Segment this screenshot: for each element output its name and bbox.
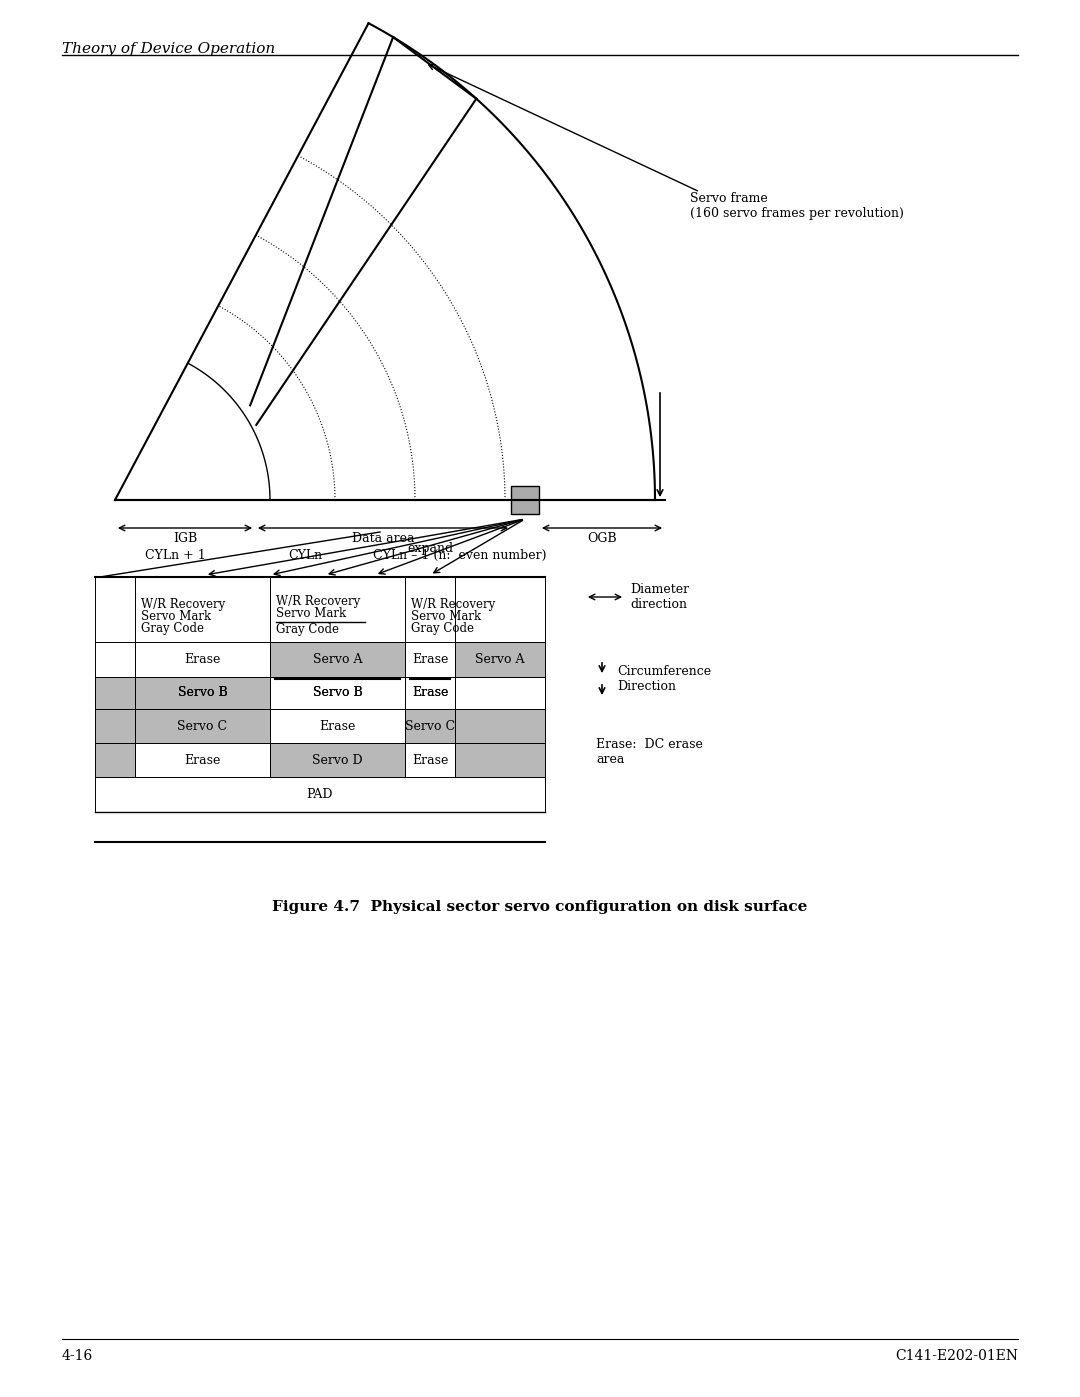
Bar [270,678,405,710]
Text: Servo C: Servo C [177,719,228,732]
Text: Servo B: Servo B [312,686,363,700]
Text: expand: expand [407,542,454,555]
Bar [270,577,405,643]
Text: Figure 4.7  Physical sector servo configuration on disk surface: Figure 4.7 Physical sector servo configu… [272,900,808,914]
Text: CYLn + 1: CYLn + 1 [145,549,205,562]
Text: Servo A: Servo A [475,652,525,666]
Text: PAD: PAD [307,788,334,800]
Bar [135,577,270,643]
Bar [455,678,545,710]
Bar [135,710,270,743]
Text: Servo Mark: Servo Mark [411,610,481,623]
Text: Erase: Erase [185,753,220,767]
Text: Gray Code: Gray Code [141,622,204,636]
Text: Servo B: Servo B [177,686,228,700]
Text: Gray Code: Gray Code [411,622,474,636]
Bar [455,643,545,678]
Text: C141-E202-01EN: C141-E202-01EN [895,1350,1018,1363]
Text: Data area: Data area [352,532,415,545]
Bar [405,743,455,777]
Text: Servo B: Servo B [177,686,228,700]
Bar [95,777,545,812]
Text: 4-16: 4-16 [62,1350,93,1363]
Bar [270,643,405,678]
Text: W/R Recovery: W/R Recovery [141,598,226,610]
Text: Servo Mark: Servo Mark [276,608,346,620]
Bar [95,743,135,777]
Bar [455,743,545,777]
Text: OGB: OGB [588,532,617,545]
Text: Erase: Erase [185,652,220,666]
Bar [135,678,270,710]
Text: Theory of Device Operation: Theory of Device Operation [62,42,275,56]
Bar [405,643,455,678]
Text: Servo D: Servo D [312,753,363,767]
Bar [95,643,135,678]
Text: Diameter
direction: Diameter direction [630,583,689,610]
Text: Servo A: Servo A [313,652,362,666]
Bar [135,643,270,678]
Bar [405,710,455,743]
Text: Erase: Erase [411,753,448,767]
Text: W/R Recovery: W/R Recovery [276,595,361,608]
Text: Erase: Erase [320,719,355,732]
Text: Erase: Erase [411,686,448,700]
Text: Servo B: Servo B [312,686,363,700]
Bar [270,710,405,743]
Bar [511,486,539,514]
Text: W/R Recovery: W/R Recovery [411,598,496,610]
Bar [455,710,545,743]
Text: Servo C: Servo C [405,719,455,732]
Bar [95,678,135,710]
Text: Servo frame
(160 servo frames per revolution): Servo frame (160 servo frames per revolu… [690,191,904,219]
Bar [135,678,270,710]
Bar [455,577,545,643]
Bar [405,678,455,710]
Bar [455,678,545,710]
Bar [270,743,405,777]
Bar [95,577,135,643]
Bar [270,678,405,710]
Text: Erase: Erase [411,652,448,666]
Text: CYLn: CYLn [288,549,322,562]
Text: Erase:  DC erase
area: Erase: DC erase area [596,738,703,766]
Bar [405,678,455,710]
Bar [95,678,135,710]
Text: Gray Code: Gray Code [276,623,339,636]
Text: Servo Mark: Servo Mark [141,610,211,623]
Text: Circumference
Direction: Circumference Direction [617,665,711,693]
Text: IGB: IGB [173,532,198,545]
Bar [95,710,135,743]
Bar [405,577,455,643]
Bar [135,743,270,777]
Text: Erase: Erase [411,686,448,700]
Text: CYLn – 1 (n:  even number): CYLn – 1 (n: even number) [374,549,546,562]
